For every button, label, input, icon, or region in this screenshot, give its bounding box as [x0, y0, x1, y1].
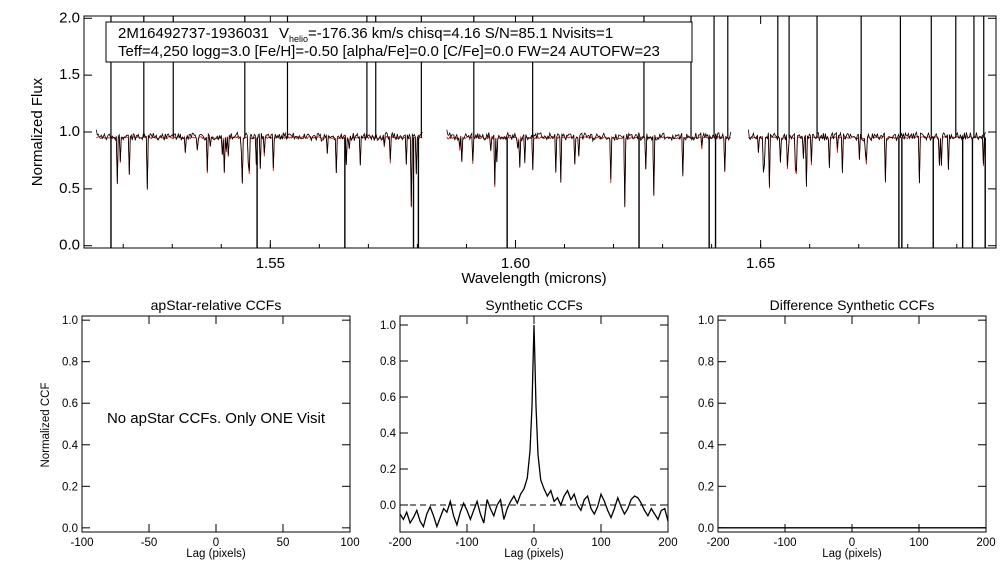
apstar-ccf-x-tick-label: -50 [141, 537, 158, 549]
observed-spectrum-line [748, 129, 986, 187]
synthetic-ccf-y-tick-label: 0.8 [380, 356, 396, 368]
difference-ccf-x-tick-label: 0 [849, 537, 855, 549]
synthetic-ccf-x-tick-label: 0 [531, 537, 537, 549]
synthetic-ccf-panel: Synthetic CCFs -200 -100 0 100 200 0.0 0.2 0.4 0… [380, 297, 678, 560]
observed-spectrum-line [95, 129, 423, 207]
spectrum-y-tick-label: 2.0 [59, 9, 80, 26]
spectrum-y-tick-label: 0.5 [59, 180, 80, 197]
apstar-ccf-y-axis-label: Normalized CCF [40, 383, 52, 468]
synthetic-ccf-series [399, 324, 669, 529]
synthetic-ccf-x-tick-label: 200 [658, 537, 677, 549]
model-spectrum-line [446, 135, 731, 206]
difference-ccf-y-tick-label: 0.8 [698, 357, 714, 369]
apstar-ccf-title: apStar-relative CCFs [151, 297, 282, 313]
apstar-ccf-panel: apStar-relative CCFs -100 -50 0 50 100 0.0 0.2… [40, 297, 360, 560]
synthetic-ccf-line [399, 324, 669, 529]
apstar-ccf-y-tick-label: 0.4 [62, 440, 79, 452]
difference-ccf-x-tick-label: -100 [773, 537, 796, 549]
difference-ccf-y-tick-label: 1.0 [698, 315, 714, 327]
apstar-ccf-x-tick-label: 100 [340, 537, 359, 549]
spectrum-y-tick-label: 0.0 [59, 237, 80, 254]
difference-ccf-x-tick-label: 100 [909, 537, 928, 549]
synthetic-ccf-x-axis-label: Lag (pixels) [504, 548, 564, 560]
difference-ccf-x-axis-label: Lag (pixels) [822, 548, 882, 560]
spectrum-header-line-1: 2M16492737-1936031 Vhelio=-176.36 km/s ch… [118, 25, 613, 44]
header-v-subscript: helio [289, 34, 308, 44]
difference-ccf-plot-frame [717, 315, 987, 533]
apstar-ccf-x-tick-label: 0 [213, 537, 219, 549]
synthetic-ccf-y-tick-label: 0.2 [380, 464, 396, 476]
apstar-ccf-y-tick-label: 0.2 [62, 481, 78, 493]
synthetic-ccf-y-tick-label: 1.0 [380, 320, 396, 332]
apstar-ccf-x-tick-label: 50 [277, 537, 290, 549]
apstar-ccf-y-tick-label: 0.0 [62, 523, 78, 535]
spectrum-ticks: 1.55 1.60 1.65 0.0 0.5 1.0 1.5 2.0 [59, 9, 996, 272]
spectrum-header-box [105, 21, 693, 63]
synthetic-ccf-y-tick-label: 0.0 [380, 500, 396, 512]
difference-ccf-y-tick-label: 0.2 [698, 481, 714, 493]
difference-ccf-x-tick-label: -200 [706, 537, 729, 549]
synthetic-ccf-x-tick-label: -100 [455, 537, 478, 549]
apstar-ccf-y-tick-label: 0.6 [62, 398, 78, 410]
difference-ccf-y-tick-label: 0.0 [698, 523, 714, 535]
spectrum-y-axis-label: Normalized Flux [29, 77, 46, 186]
model-spectrum-series [96, 135, 986, 208]
spectrum-header-line-2: Teff=4,250 logg=3.0 [Fe/H]=-0.50 [alpha/… [118, 43, 660, 60]
apstar-ccf-message: No apStar CCFs. Only ONE Visit [107, 410, 326, 427]
difference-ccf-panel: Difference Synthetic CCFs -200 -100 0 100 20… [698, 297, 996, 560]
apstar-ccf-x-tick-label: -100 [70, 537, 93, 549]
apstar-ccf-ticks: -100 -50 0 50 100 0.0 0.2 0.4 0.6 0.8 1.0 [62, 315, 360, 549]
spectrum-panel: 1.55 1.60 1.65 0.0 0.5 1.0 1.5 2.0 2M16492737-1… [29, 9, 997, 287]
difference-ccf-title: Difference Synthetic CCFs [770, 297, 935, 313]
header-star-id: 2M16492737-1936031 [118, 25, 269, 42]
synthetic-ccf-y-tick-label: 0.4 [380, 428, 397, 440]
spectrum-x-tick-label: 1.55 [256, 255, 285, 272]
header-v-rest: =-176.36 km/s chisq=4.16 S/N=85.1 Nvisit… [308, 25, 613, 42]
apstar-ccf-x-axis-label: Lag (pixels) [186, 548, 246, 560]
apstar-ccf-y-tick-label: 1.0 [62, 315, 78, 327]
synthetic-ccf-x-tick-label: -200 [388, 537, 411, 549]
observed-spectrum-line [446, 129, 732, 208]
spectrum-y-tick-label: 1.5 [59, 66, 80, 83]
spectrum-x-axis-label: Wavelength (microns) [461, 270, 606, 287]
synthetic-ccf-x-tick-label: 100 [591, 537, 610, 549]
apstar-ccf-y-tick-label: 0.8 [62, 357, 78, 369]
difference-ccf-ticks: -200 -100 0 100 200 0.0 0.2 0.4 0.6 0.8 1.0 [698, 315, 996, 549]
difference-ccf-y-tick-label: 0.4 [698, 440, 715, 452]
spectrum-x-tick-label: 1.60 [501, 255, 530, 272]
spectrum-y-tick-label: 1.0 [59, 123, 80, 140]
synthetic-ccf-ticks: -200 -100 0 100 200 0.0 0.2 0.4 0.6 0.8 1.0 [380, 316, 678, 549]
header-v-symbol: V [279, 25, 289, 42]
difference-ccf-x-tick-label: 200 [976, 537, 995, 549]
difference-ccf-y-tick-label: 0.6 [698, 398, 714, 410]
spectrum-x-tick-label: 1.65 [746, 255, 775, 272]
synthetic-ccf-y-tick-label: 0.6 [380, 392, 396, 404]
synthetic-ccf-title: Synthetic CCFs [485, 297, 582, 313]
